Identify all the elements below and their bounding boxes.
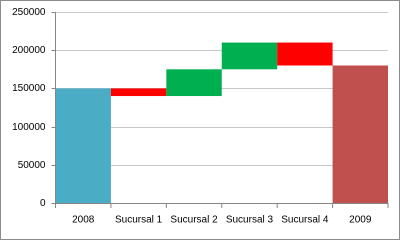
y-tick-label: 0 xyxy=(40,198,46,209)
bar xyxy=(110,88,167,97)
y-tick-label: 200000 xyxy=(12,45,46,56)
x-tick-label: 2008 xyxy=(72,215,95,226)
bar xyxy=(55,88,111,203)
y-tick-label: 150000 xyxy=(12,83,46,94)
bar xyxy=(277,42,333,66)
x-tick-label: Sucursal 2 xyxy=(170,215,218,226)
bar xyxy=(332,65,388,203)
bar xyxy=(166,69,222,97)
bar-layer xyxy=(55,42,388,203)
bar xyxy=(221,42,278,70)
y-tick-label: 100000 xyxy=(12,122,46,133)
y-tick-label: 250000 xyxy=(12,7,46,18)
y-tick-label: 50000 xyxy=(18,160,46,171)
x-tick-label: Sucursal 3 xyxy=(226,215,274,226)
x-tick-label: Sucursal 1 xyxy=(115,215,163,226)
x-tick-label: 2009 xyxy=(349,215,372,226)
axis-layer: 0 50000 100000 150000 200000 250000 2008 Sucurs… xyxy=(12,7,389,226)
x-tick-label: Sucursal 4 xyxy=(281,215,329,226)
